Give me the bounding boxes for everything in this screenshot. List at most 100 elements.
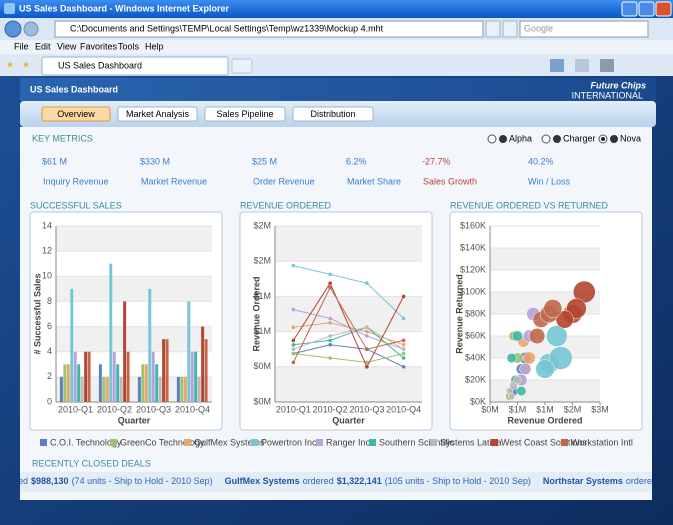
y-tick-label: $2M (253, 220, 271, 230)
menu-item[interactable]: Favorites (80, 41, 118, 51)
bar (59, 376, 63, 402)
bar (197, 376, 201, 402)
close-button[interactable] (655, 1, 672, 17)
nav: Overview Market Analysis Sales Pipeline Dis… (41, 106, 374, 122)
option-label[interactable]: Alpha (509, 133, 532, 143)
bar (98, 364, 102, 402)
tab[interactable] (41, 56, 229, 76)
legend-label: Powertron Inc. (261, 437, 319, 447)
new-tab[interactable] (231, 58, 253, 74)
y-tick-label: 8 (47, 296, 52, 306)
print-icon[interactable] (600, 59, 614, 72)
stop-button[interactable] (502, 20, 518, 38)
nav-label: Sales Pipeline (216, 109, 273, 119)
y-tick-label: $40K (465, 352, 486, 362)
nav-tab[interactable] (204, 106, 286, 122)
menu-item[interactable]: View (57, 41, 77, 51)
point (328, 343, 332, 347)
nav-tab[interactable] (292, 106, 374, 122)
grid-band (275, 226, 422, 262)
bar (141, 364, 145, 402)
x-tick-label: 2010-Q4 (175, 404, 210, 414)
option-label[interactable]: Nova (620, 133, 641, 143)
refresh-button[interactable] (485, 20, 501, 38)
nav-label: Overview (57, 109, 95, 119)
bubble (506, 353, 517, 363)
search-placeholder: Google (524, 23, 553, 33)
menu-item[interactable]: Tools (118, 41, 140, 51)
tab-title: US Sales Dashboard (58, 60, 142, 70)
x-axis-title: Revenue Ordered (507, 415, 582, 425)
legend-swatch (430, 439, 437, 446)
point (328, 272, 332, 277)
legend-label: Systems Latina (440, 437, 502, 447)
y-tick-label: 2 (47, 371, 52, 381)
bar (162, 339, 166, 402)
line (292, 286, 404, 363)
line (293, 353, 404, 363)
bar (190, 351, 194, 402)
y-tick-label: $0M (253, 396, 271, 406)
bar (144, 364, 148, 402)
deal-company: Northstar Systems (543, 476, 623, 486)
bar (204, 339, 208, 402)
menu-item[interactable]: Edit (35, 41, 51, 51)
x-tick-label: $1M (509, 404, 527, 414)
bar (77, 364, 81, 402)
search-box[interactable] (519, 20, 649, 38)
bubble (512, 330, 523, 342)
grid-band (56, 326, 212, 352)
x-tick-label: $2M (564, 404, 582, 414)
nav-tab[interactable] (117, 106, 198, 122)
menu-item[interactable]: Help (145, 41, 164, 51)
maximize-button[interactable] (638, 1, 655, 17)
legend-label: GulfMex Systems (194, 437, 265, 447)
metric-value: $25 M (252, 156, 277, 166)
feeds-icon[interactable] (575, 59, 589, 72)
bubble (508, 392, 516, 401)
bar (187, 301, 191, 402)
bubble (516, 386, 527, 396)
radio[interactable] (487, 134, 497, 144)
point (291, 347, 296, 352)
nav-tab[interactable] (41, 106, 111, 122)
option-label[interactable]: Charger (563, 133, 596, 143)
y-tick-label: 6 (47, 321, 52, 331)
radio[interactable] (541, 134, 551, 144)
point (401, 343, 406, 347)
y-axis-title: Revenue Ordered (251, 276, 261, 351)
menu-item[interactable]: File (14, 41, 29, 51)
metric-value: $330 M (140, 156, 170, 166)
legend-swatch (561, 439, 568, 446)
legend-swatch (184, 439, 191, 446)
bar (70, 288, 74, 402)
bar (66, 364, 70, 402)
app-icon (4, 3, 15, 14)
favorites-icon[interactable]: ★ (6, 59, 14, 69)
legend-label: Southern Scientific (379, 437, 455, 447)
point (291, 263, 296, 268)
address-box[interactable] (54, 20, 484, 38)
point (291, 343, 296, 347)
x-tick-label: $0M (481, 404, 499, 414)
point (365, 281, 369, 286)
deal-detail: (74 units - Ship to Hold - 2010 Sep) (72, 476, 213, 486)
minimize-button[interactable] (621, 1, 638, 17)
forward-button[interactable] (23, 21, 39, 37)
bubble (529, 327, 546, 345)
deal-amount: $988,130 (31, 476, 69, 486)
deals-title: RECENTLY CLOSED DEALS (32, 458, 151, 468)
bar (126, 351, 130, 402)
point (401, 338, 406, 343)
x-tick-label: 2010-Q2 (97, 404, 132, 414)
y-tick-label: $80K (465, 308, 486, 318)
back-button[interactable] (4, 20, 22, 38)
y-tick-label: $1M (253, 291, 271, 301)
point (365, 365, 369, 369)
point (401, 316, 406, 321)
add-favorite-icon[interactable]: ★ (22, 59, 30, 69)
y-tick-label: $140K (460, 242, 486, 252)
x-tick-label: 2010-Q3 (136, 404, 171, 414)
home-icon[interactable] (550, 59, 564, 72)
